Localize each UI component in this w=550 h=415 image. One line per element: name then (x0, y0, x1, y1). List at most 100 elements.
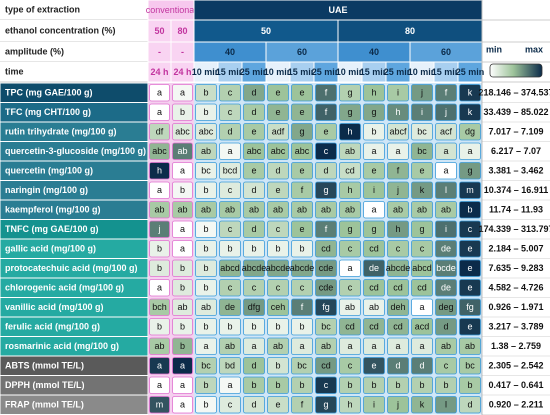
heat-cell (411, 396, 433, 414)
heat-cell (243, 396, 265, 414)
cell-letters: ab (345, 205, 355, 215)
row-range: 4.582 – 4.726 (488, 283, 543, 293)
heat-cell (291, 240, 313, 258)
cell-letters: bcde (436, 263, 456, 273)
heat-cell (243, 103, 265, 121)
heat-cell (411, 181, 433, 199)
heat-cell (411, 103, 433, 121)
row-range: 11.74 – 11.93 (489, 205, 543, 215)
heat-cell (459, 279, 481, 297)
heat-cell (243, 142, 265, 160)
heat-cell (315, 318, 337, 336)
heat-cell (172, 181, 193, 199)
cell-letters: a (419, 302, 424, 312)
cell-letters: f (301, 302, 304, 312)
heat-cell (363, 142, 385, 160)
cell-letters: g (323, 185, 328, 195)
uae-ethanol: 50 (261, 26, 271, 36)
cell-letters: ab (225, 205, 235, 215)
cell-letters: b (395, 380, 400, 390)
heat-cell (291, 279, 313, 297)
heat-cell (195, 201, 217, 219)
cell-letters: a (157, 107, 162, 117)
heat-cell (195, 123, 217, 141)
heat-cell (267, 220, 289, 238)
uae-time: 25 min (384, 67, 413, 77)
heat-cell (243, 123, 265, 141)
heat-cell (172, 240, 193, 258)
row-label: vanillic acid (mg/100 g) (5, 302, 104, 312)
heat-cell (435, 201, 457, 219)
uae-amplitude: 60 (441, 47, 451, 57)
cell-letters: df (156, 127, 164, 137)
cell-letters: fg (322, 302, 330, 312)
heat-cell (149, 181, 170, 199)
cell-letters: l (445, 185, 447, 195)
heat-cell (315, 357, 337, 375)
cell-letters: b (251, 322, 256, 332)
row-label: naringin (mg/100 g) (5, 185, 88, 195)
cell-letters: e (251, 166, 256, 176)
heat-cell (363, 84, 385, 102)
cell-letters: cd (417, 283, 427, 293)
cell-letters: g (323, 400, 328, 410)
heat-cell (339, 396, 361, 414)
cell-letters: b (443, 380, 448, 390)
cell-letters: i (373, 400, 375, 410)
cell-letters: f (397, 166, 400, 176)
cell-letters: j (396, 185, 399, 195)
cell-letters: f (301, 185, 304, 195)
cell-letters: cd (369, 322, 379, 332)
cell-letters: a (157, 185, 162, 195)
heat-cell (149, 357, 170, 375)
heat-cell (459, 396, 481, 414)
heat-cell (387, 240, 409, 258)
heat-cell (315, 240, 337, 258)
legend-gradient (489, 63, 543, 78)
uae-ethanol: 80 (405, 26, 415, 36)
cell-letters: ab (321, 341, 331, 351)
uae-header: UAE (328, 5, 347, 15)
heat-cell (435, 259, 457, 277)
legend-min: min (486, 44, 502, 54)
cell-letters: g (347, 224, 352, 234)
cell-letters: bc (297, 361, 307, 371)
heat-cell (195, 357, 217, 375)
header-row-label: time (5, 66, 24, 76)
heat-cell (172, 376, 193, 394)
heat-cell (243, 181, 265, 199)
cell-letters: e (275, 185, 280, 195)
cell-letters: ab (177, 205, 187, 215)
cell-letters: ab (273, 205, 283, 215)
cell-letters: e (419, 166, 424, 176)
heat-cell (219, 298, 241, 316)
cell-letters: d (323, 166, 328, 176)
cell-letters: g (371, 224, 376, 234)
cell-letters: d (251, 400, 256, 410)
heat-cell (243, 337, 265, 355)
cell-letters: c (324, 146, 329, 156)
cell-letters: b (203, 244, 208, 254)
heat-cell (149, 259, 170, 277)
cell-letters: bc (201, 166, 211, 176)
heat-cell (387, 201, 409, 219)
heat-cell (291, 298, 313, 316)
heat-cell (172, 357, 193, 375)
heat-cell (291, 220, 313, 238)
heat-cell (149, 337, 170, 355)
cell-letters: c (276, 283, 281, 293)
heat-cell (219, 337, 241, 355)
heat-cell (195, 259, 217, 277)
cell-letters: c (276, 224, 281, 234)
cell-letters: d (251, 224, 256, 234)
cell-letters: a (419, 341, 424, 351)
heat-cell (315, 142, 337, 160)
cell-letters: a (157, 88, 162, 98)
row-range: 0.920 – 2.211 (489, 400, 544, 410)
heat-cell (267, 123, 289, 141)
heat-cell (459, 201, 481, 219)
uae-time: 25 min (312, 67, 341, 77)
cell-letters: a (180, 224, 185, 234)
row-label: gallic acid (mg/100 g) (5, 244, 96, 254)
heat-cell (435, 162, 457, 180)
